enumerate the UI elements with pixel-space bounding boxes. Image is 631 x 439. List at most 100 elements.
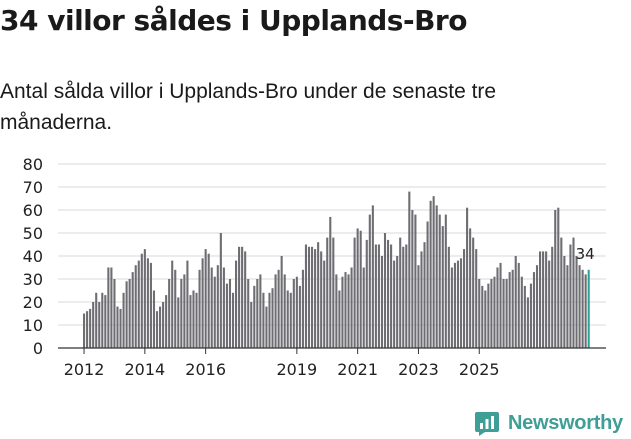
- bar: [356, 228, 359, 348]
- bar: [271, 288, 274, 348]
- bar: [304, 244, 308, 348]
- bar: [210, 267, 213, 348]
- bar: [207, 253, 210, 348]
- bar: [505, 279, 508, 348]
- bar: [128, 279, 131, 348]
- bar: [259, 274, 262, 348]
- x-tick-label: 2014: [124, 360, 165, 379]
- latest-value-label: 34: [576, 245, 595, 263]
- chart-subtitle: Antal sålda villor i Upplands-Bro under …: [0, 80, 497, 134]
- bar: [520, 276, 523, 348]
- bar: [371, 205, 374, 348]
- bar: [231, 292, 235, 348]
- bar: [146, 258, 149, 348]
- bar: [83, 313, 86, 348]
- y-tick-label: 60: [23, 201, 43, 220]
- bar: [98, 302, 101, 348]
- bar: [344, 272, 347, 348]
- bar: [122, 292, 125, 348]
- bar: [110, 267, 113, 348]
- bar: [329, 216, 332, 348]
- bar: [198, 269, 201, 348]
- y-axis-ticks: 0 10 20 30 40 50 60 70 80: [23, 155, 43, 358]
- bar: [311, 246, 314, 348]
- bar: [554, 210, 557, 348]
- bar: [414, 214, 417, 348]
- bar: [195, 292, 198, 348]
- x-tick-label: 2019: [276, 360, 317, 379]
- newsworthy-logo-icon: [475, 412, 499, 436]
- bar: [292, 279, 295, 348]
- bar: [86, 311, 89, 348]
- bar: [140, 253, 143, 348]
- bar: [399, 237, 402, 348]
- bar: [517, 262, 520, 348]
- bar: [277, 269, 280, 348]
- bar: [453, 262, 456, 348]
- bar: [380, 256, 384, 348]
- bar: [159, 306, 162, 348]
- bar: [456, 260, 460, 348]
- bar: [490, 279, 493, 348]
- bar: [262, 292, 265, 348]
- bar: [435, 205, 438, 348]
- bar: [155, 311, 159, 348]
- bar: [323, 260, 326, 348]
- bar: [341, 276, 344, 348]
- bar: [469, 228, 472, 348]
- bar: [347, 274, 350, 348]
- bar: [283, 274, 286, 348]
- bar: [125, 281, 128, 348]
- bar: [581, 269, 584, 348]
- bar: [286, 290, 289, 348]
- bar: [314, 249, 317, 348]
- bar: [463, 249, 466, 348]
- bar: [116, 306, 119, 348]
- bar: [405, 244, 408, 348]
- bar: [353, 237, 356, 348]
- bar: [338, 290, 341, 348]
- bar: [365, 239, 368, 348]
- bar: [216, 265, 219, 348]
- bar: [101, 292, 104, 348]
- bar: [529, 283, 532, 348]
- bar: [244, 251, 247, 348]
- y-tick-label: 20: [23, 293, 43, 312]
- bar: [213, 276, 216, 348]
- bar: [478, 279, 481, 348]
- bar: [487, 283, 490, 348]
- bar: [450, 267, 453, 348]
- bar: [326, 237, 329, 348]
- bar: [387, 239, 390, 348]
- bar: [307, 246, 311, 348]
- bar: [204, 249, 207, 348]
- gridlines: [58, 163, 606, 326]
- bar: [502, 279, 505, 348]
- bar: [201, 258, 204, 348]
- bar: [95, 292, 98, 348]
- bar: [438, 214, 441, 348]
- bar: [241, 246, 244, 348]
- bar: [274, 274, 277, 348]
- newsworthy-brand[interactable]: Newsworthy: [474, 408, 623, 438]
- bar: [523, 285, 526, 348]
- bar: [572, 237, 575, 348]
- y-tick-label: 50: [23, 224, 43, 243]
- bar: [192, 290, 195, 348]
- bar: [265, 306, 268, 348]
- bar: [222, 267, 225, 348]
- bar: [238, 246, 241, 348]
- bar: [350, 267, 353, 348]
- bar: [426, 221, 429, 348]
- bar: [374, 244, 377, 348]
- bar: [493, 276, 496, 348]
- bar: [535, 265, 539, 348]
- bar: [335, 274, 338, 348]
- bar: [447, 246, 450, 348]
- bar: [475, 249, 478, 348]
- latest-bar: [587, 269, 590, 348]
- bar: [183, 274, 186, 348]
- bar: [499, 262, 502, 348]
- bar: [432, 196, 435, 348]
- bar: [143, 249, 146, 348]
